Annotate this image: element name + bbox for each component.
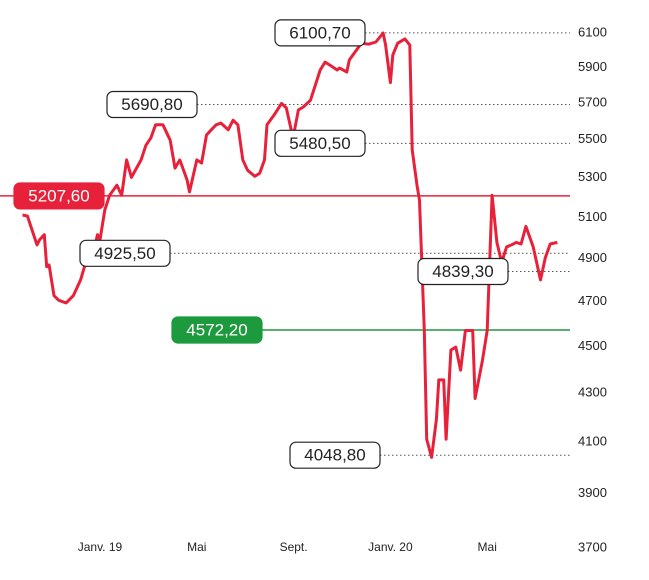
annotation-box: [289, 441, 381, 469]
x-tick-label: Mai: [478, 540, 497, 554]
annotation-box: [274, 19, 366, 47]
annotation-label: 4839,30: [432, 262, 493, 281]
y-tick-label: 6100: [578, 24, 607, 39]
y-tick-label: 4900: [578, 250, 607, 265]
y-tick-label: 4100: [578, 434, 607, 449]
y-tick-label: 4500: [578, 338, 607, 353]
y-tick-label: 5900: [578, 59, 607, 74]
price-line: [22, 31, 558, 459]
annotation-label: 4572,20: [186, 320, 247, 339]
annotation-box: [417, 257, 509, 286]
y-tick-label: 5100: [578, 209, 607, 224]
annotation-label: 4925,50: [94, 244, 155, 263]
annotation-label: 6100,70: [289, 23, 350, 42]
annotation-box: [13, 182, 105, 210]
y-tick-label: 5500: [578, 131, 607, 146]
annotation-label: 5480,50: [289, 134, 350, 153]
y-tick-label: 4300: [578, 385, 607, 400]
annotation-label: 5207,60: [28, 186, 89, 205]
annotation-label: 4048,80: [304, 446, 365, 465]
y-tick-label: 3700: [578, 539, 607, 554]
x-tick-label: Janv. 20: [368, 540, 413, 554]
y-tick-label: 3900: [578, 485, 607, 500]
y-tick-label: 4700: [578, 293, 607, 308]
y-tick-label: 5700: [578, 94, 607, 109]
x-tick-label: Mai: [187, 540, 206, 554]
y-tick-label: 5300: [578, 169, 607, 184]
annotation-box: [274, 129, 366, 157]
annotation-box: [171, 316, 263, 344]
x-tick-label: Janv. 19: [78, 540, 123, 554]
annotation-box: [106, 90, 198, 119]
annotation-label: 5690,80: [121, 95, 182, 114]
x-tick-label: Sept.: [280, 540, 308, 554]
annotation-box: [79, 239, 171, 267]
